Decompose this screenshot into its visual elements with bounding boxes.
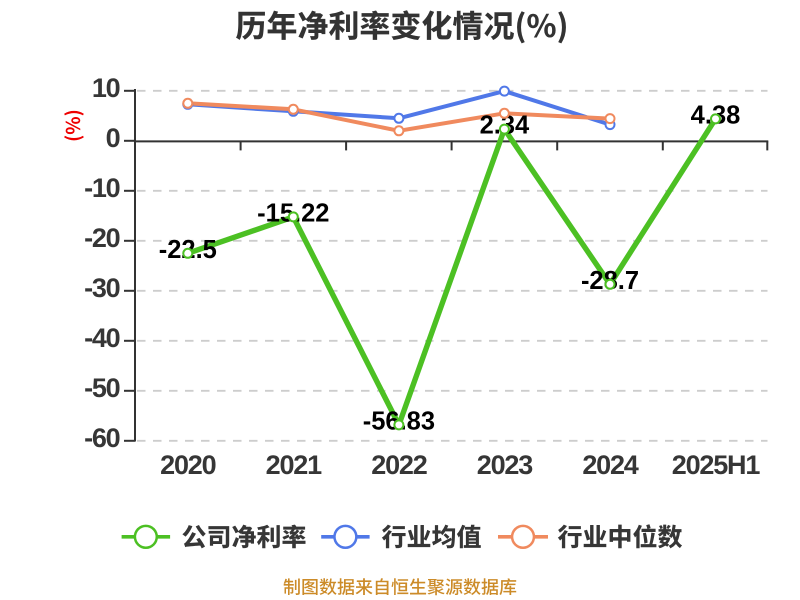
svg-text:2021: 2021 — [266, 450, 322, 480]
svg-text:0: 0 — [106, 123, 120, 153]
svg-text:10: 10 — [92, 73, 120, 103]
svg-text:2022: 2022 — [371, 450, 426, 480]
svg-text:-50: -50 — [84, 373, 120, 403]
svg-text:2024: 2024 — [582, 450, 638, 480]
svg-text:-10: -10 — [84, 173, 120, 203]
svg-text:2020: 2020 — [160, 450, 215, 480]
svg-text:2023: 2023 — [477, 450, 533, 480]
svg-text:-30: -30 — [84, 273, 120, 303]
svg-text:2025H1: 2025H1 — [672, 450, 761, 480]
svg-text:-60: -60 — [84, 423, 120, 453]
svg-text:-40: -40 — [84, 323, 120, 353]
svg-text:-20: -20 — [84, 223, 120, 253]
